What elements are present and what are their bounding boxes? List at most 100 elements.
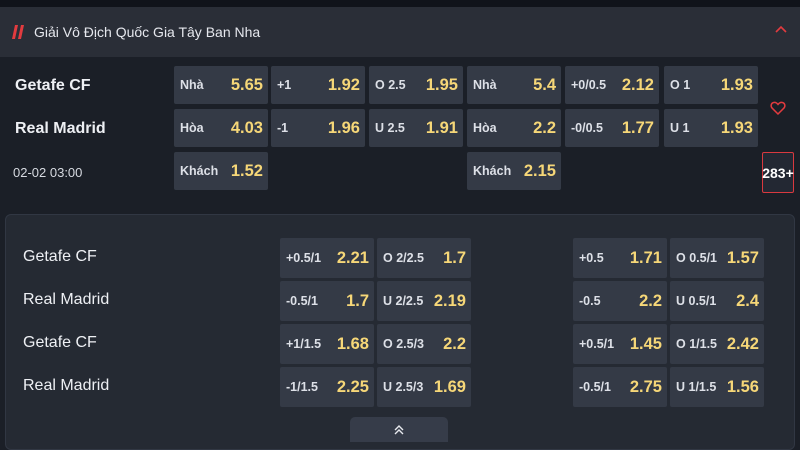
odd-label: O 1/1.5	[676, 337, 717, 351]
odd-label: U 1	[670, 121, 690, 135]
odd-label: +0.5/1	[286, 251, 322, 265]
odd-value: 2.42	[726, 334, 759, 353]
odd-label: U 1/1.5	[676, 380, 717, 394]
odd-label: O 0.5/1	[676, 251, 717, 265]
odd-label: -0.5/1	[286, 294, 318, 308]
odd-label: U 2.5/3	[383, 380, 424, 394]
odd-value: 1.92	[327, 75, 360, 94]
odd-value: 2.15	[523, 161, 556, 180]
odd-cell-h1-under[interactable]: U 1 1.93	[664, 109, 758, 147]
home-team-name: Getafe CF	[15, 77, 91, 94]
odd-label: Hòa	[473, 121, 497, 135]
odd-label: -0/0.5	[571, 121, 603, 135]
extra-odd-cell[interactable]: -0.5 2.2	[573, 281, 667, 321]
odd-label: O 2.5	[375, 78, 406, 92]
odd-cell-h1-handicap-away[interactable]: -0/0.5 1.77	[565, 109, 659, 147]
league-name: Giải Vô Địch Quốc Gia Tây Ban Nha	[34, 24, 261, 40]
odd-value: 1.69	[433, 377, 466, 396]
extra-odd-cell[interactable]: O 1/1.5 2.42	[670, 324, 764, 364]
odd-value: 1.77	[621, 118, 654, 137]
odd-value: 1.68	[336, 334, 369, 353]
odd-cell-ft-draw[interactable]: Hòa 4.03	[174, 109, 268, 147]
odd-value: 1.7	[443, 248, 466, 267]
odd-value: 1.57	[726, 248, 759, 267]
odd-value: 5.4	[533, 75, 556, 94]
odd-label: Khách	[180, 164, 219, 178]
odd-label: Nhà	[180, 78, 204, 92]
odd-value: 2.4	[736, 291, 759, 310]
odd-cell-ft-away[interactable]: Khách 1.52	[174, 152, 268, 190]
odd-label: +0.5/1	[579, 337, 615, 351]
odd-value: 1.93	[720, 118, 753, 137]
odd-label: O 2.5/3	[383, 337, 424, 351]
odd-value: 5.65	[230, 75, 263, 94]
odd-value: 2.19	[433, 291, 466, 310]
extra-odd-cell[interactable]: +0.5 1.71	[573, 238, 667, 278]
odd-value: 1.52	[230, 161, 263, 180]
odd-label: Hòa	[180, 121, 204, 135]
top-strip	[0, 0, 800, 7]
odd-value: 1.7	[346, 291, 369, 310]
extra-team-name: Getafe CF	[23, 248, 97, 265]
odd-value: 1.95	[425, 75, 458, 94]
odd-value: 1.45	[629, 334, 662, 353]
extra-odd-cell[interactable]: -0.5/1 2.75	[573, 367, 667, 407]
odd-cell-ft-under[interactable]: U 2.5 1.91	[369, 109, 463, 147]
odd-value: 2.2	[639, 291, 662, 310]
away-team-name: Real Madrid	[15, 120, 106, 137]
extra-odd-cell[interactable]: O 0.5/1 1.57	[670, 238, 764, 278]
league-logo-icon	[12, 25, 24, 39]
extra-odd-cell[interactable]: U 1/1.5 1.56	[670, 367, 764, 407]
odd-cell-ft-handicap-away[interactable]: -1 1.96	[271, 109, 365, 147]
extra-odd-cell[interactable]: +0.5/1 2.21	[280, 238, 374, 278]
odd-label: Khách	[473, 164, 512, 178]
extra-odd-cell[interactable]: -0.5/1 1.7	[280, 281, 374, 321]
league-header[interactable]: Giải Vô Địch Quốc Gia Tây Ban Nha	[0, 7, 800, 57]
more-markets-button[interactable]: 283+	[762, 152, 794, 193]
extra-odd-cell[interactable]: U 0.5/1 2.4	[670, 281, 764, 321]
odd-cell-h1-draw[interactable]: Hòa 2.2	[467, 109, 561, 147]
extra-team-name: Getafe CF	[23, 334, 97, 351]
odd-label: -1	[277, 121, 289, 135]
odd-cell-ft-home[interactable]: Nhà 5.65	[174, 66, 268, 104]
odd-cell-ft-over[interactable]: O 2.5 1.95	[369, 66, 463, 104]
odd-label: -1/1.5	[286, 380, 318, 394]
collapse-extra-lines-button[interactable]	[350, 417, 448, 442]
odd-value: 2.2	[533, 118, 556, 137]
odd-value: 1.71	[629, 248, 662, 267]
odd-value: 1.96	[327, 118, 360, 137]
extra-odd-cell[interactable]: U 2.5/3 1.69	[377, 367, 471, 407]
chevron-up-icon[interactable]	[774, 23, 788, 37]
odd-value: 2.12	[621, 75, 654, 94]
odd-value: 1.56	[726, 377, 759, 396]
odd-label: +1/1.5	[286, 337, 322, 351]
odd-value: 2.21	[336, 248, 369, 267]
match-time: 02-02 03:00	[13, 165, 83, 180]
extra-odd-cell[interactable]: U 2/2.5 2.19	[377, 281, 471, 321]
odd-cell-h1-handicap-home[interactable]: +0/0.5 2.12	[565, 66, 659, 104]
odd-label: U 2.5	[375, 121, 405, 135]
odd-cell-h1-home[interactable]: Nhà 5.4	[467, 66, 561, 104]
double-chevron-up-icon	[394, 424, 404, 434]
odd-label: +0/0.5	[571, 78, 607, 92]
odd-label: +1	[277, 78, 292, 92]
odd-value: 2.25	[336, 377, 369, 396]
extra-odd-cell[interactable]: +0.5/1 1.45	[573, 324, 667, 364]
odd-label: U 0.5/1	[676, 294, 717, 308]
odd-cell-h1-away[interactable]: Khách 2.15	[467, 152, 561, 190]
extra-team-name: Real Madrid	[23, 291, 110, 308]
extra-odd-cell[interactable]: O 2/2.5 1.7	[377, 238, 471, 278]
odd-value: 1.91	[425, 118, 458, 137]
odd-cell-ft-handicap-home[interactable]: +1 1.92	[271, 66, 365, 104]
odd-value: 2.75	[629, 377, 662, 396]
odd-cell-h1-over[interactable]: O 1 1.93	[664, 66, 758, 104]
odd-label: O 1	[670, 78, 691, 92]
extra-odd-cell[interactable]: -1/1.5 2.25	[280, 367, 374, 407]
odd-label: Nhà	[473, 78, 497, 92]
odd-value: 1.93	[720, 75, 753, 94]
heart-icon[interactable]	[770, 100, 786, 116]
odd-label: -0.5	[579, 294, 601, 308]
extra-odd-cell[interactable]: O 2.5/3 2.2	[377, 324, 471, 364]
odd-label: U 2/2.5	[383, 294, 424, 308]
extra-odd-cell[interactable]: +1/1.5 1.68	[280, 324, 374, 364]
